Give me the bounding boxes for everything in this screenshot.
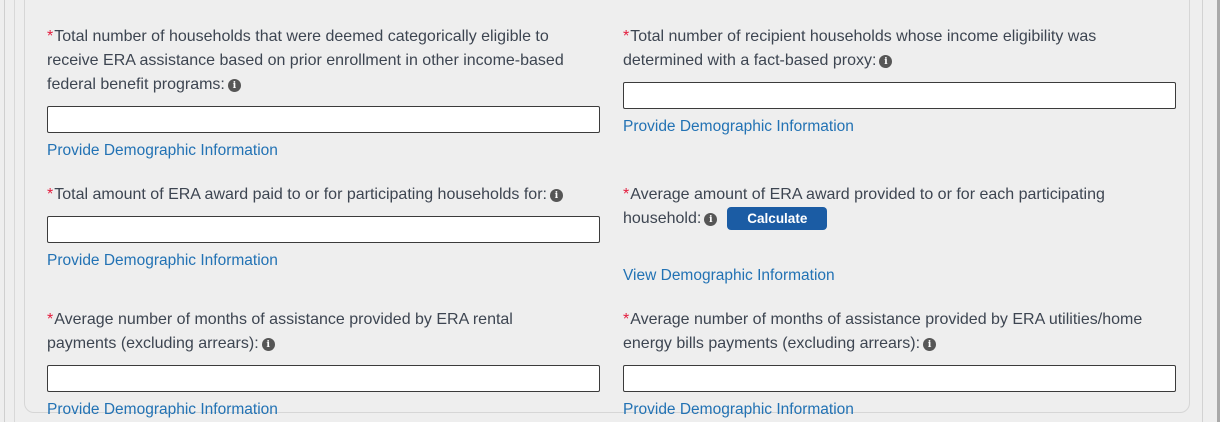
provide-demographic-link[interactable]: Provide Demographic Information (47, 401, 278, 418)
view-demographic-link[interactable]: View Demographic Information (623, 267, 835, 284)
categorically-eligible-input[interactable] (47, 106, 600, 133)
info-icon[interactable]: i (879, 55, 893, 68)
total-amount-paid-input[interactable] (47, 216, 600, 243)
field-label: *Average amount of ERA award provided to… (623, 183, 1148, 231)
field-avg-months-utilities: *Average number of months of assistance … (623, 308, 1179, 420)
provide-demographic-link[interactable]: Provide Demographic Information (47, 252, 278, 269)
required-marker: * (47, 311, 54, 328)
field-average-amount: *Average amount of ERA award provided to… (623, 183, 1179, 286)
info-icon[interactable]: i (923, 338, 937, 351)
fact-based-proxy-input[interactable] (623, 82, 1176, 109)
left-outer-panel-edge (4, 0, 5, 422)
label-text: Average amount of ERA award provided to … (623, 186, 1105, 227)
label-text: Total number of households that were dee… (47, 28, 564, 93)
window-right-edge (1217, 0, 1220, 422)
field-avg-months-rental: *Average number of months of assistance … (47, 308, 603, 420)
required-marker: * (623, 28, 630, 45)
info-icon[interactable]: i (227, 79, 241, 92)
field-label: *Average number of months of assistance … (47, 308, 542, 356)
info-icon[interactable]: i (549, 189, 563, 202)
calculate-button[interactable]: Calculate (727, 207, 828, 231)
provide-demographic-link[interactable]: Provide Demographic Information (623, 118, 854, 135)
required-marker: * (47, 28, 54, 45)
field-total-amount-paid: *Total amount of ERA award paid to or fo… (47, 183, 603, 286)
provide-demographic-link[interactable]: Provide Demographic Information (47, 142, 278, 159)
required-marker: * (47, 186, 54, 203)
info-icon[interactable]: i (704, 213, 718, 226)
field-categorically-eligible: *Total number of households that were de… (47, 25, 603, 161)
form-panel: *Total number of households that were de… (24, 0, 1190, 418)
field-fact-based-proxy: *Total number of recipient households wh… (623, 25, 1179, 161)
info-icon[interactable]: i (261, 338, 275, 351)
label-text: Total amount of ERA award paid to or for… (54, 186, 547, 203)
label-text: Average number of months of assistance p… (623, 311, 1143, 352)
label-text: Average number of months of assistance p… (47, 311, 513, 352)
left-inner-panel-edge (14, 0, 15, 422)
required-marker: * (623, 186, 630, 203)
form-grid: *Total number of households that were de… (25, 0, 1189, 420)
provide-demographic-link[interactable]: Provide Demographic Information (623, 401, 854, 418)
field-label: *Total amount of ERA award paid to or fo… (47, 183, 603, 207)
field-label: *Total number of households that were de… (47, 25, 595, 97)
field-label: *Average number of months of assistance … (623, 308, 1163, 356)
label-text: Total number of recipient households who… (623, 28, 1097, 69)
field-label: *Total number of recipient households wh… (623, 25, 1153, 73)
avg-months-rental-input[interactable] (47, 365, 600, 392)
required-marker: * (623, 311, 630, 328)
right-inner-panel-edge (1202, 0, 1203, 422)
avg-months-utilities-input[interactable] (623, 365, 1176, 392)
